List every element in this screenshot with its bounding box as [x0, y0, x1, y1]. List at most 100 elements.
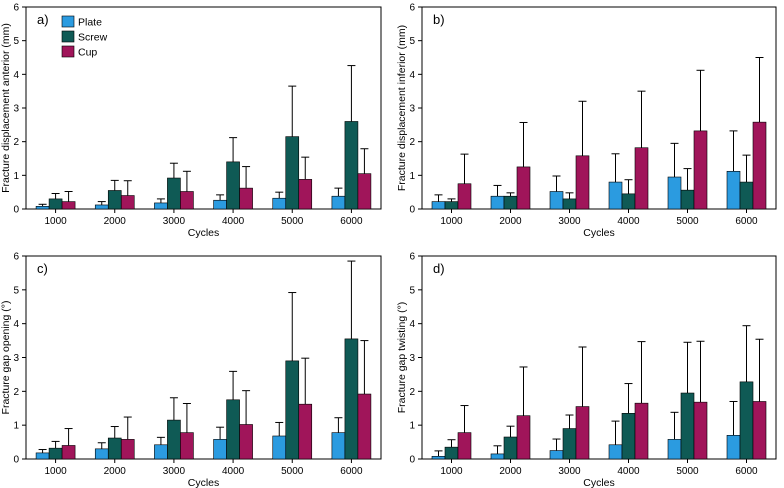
x-tick-label: 6000 [340, 216, 363, 227]
x-tick-label: 1000 [440, 466, 463, 477]
bar-screw-6000 [739, 381, 754, 460]
bar-screw-2000 [107, 190, 122, 210]
bar-plate-5000 [272, 435, 287, 460]
y-axis-label: Fracture gap opening (°) [0, 301, 12, 415]
bar-plate-6000 [331, 195, 346, 210]
bar-screw-5000 [285, 136, 300, 210]
bar-screw-4000 [621, 193, 636, 210]
x-tick-label: 4000 [222, 466, 245, 477]
panel-label: c) [37, 261, 48, 276]
bar-plate-3000 [154, 202, 168, 210]
bar-screw-6000 [344, 121, 359, 210]
bar-cup-4000 [239, 187, 253, 210]
x-tick-label: 5000 [676, 216, 699, 227]
bar-plate-4000 [213, 199, 227, 210]
bar-screw-3000 [562, 198, 577, 210]
plot-frame [25, 255, 382, 460]
bar-plate-1000 [35, 206, 50, 210]
bar-cup-5000 [693, 130, 708, 210]
bar-plate-2000 [94, 204, 109, 210]
legend-label-screw: Screw [78, 32, 108, 44]
panel-label: d) [433, 261, 445, 276]
plot-frame [421, 6, 777, 210]
bar-screw-1000 [444, 446, 459, 460]
y-tick-label: 3 [13, 104, 19, 115]
bar-screw-1000 [48, 447, 63, 460]
bar-cup-3000 [180, 432, 194, 460]
y-tick-label: 3 [409, 104, 415, 115]
x-tick-label: 4000 [617, 466, 640, 477]
y-tick-label: 3 [409, 353, 415, 364]
y-tick-label: 0 [13, 455, 19, 466]
bar-cup-6000 [357, 173, 372, 210]
y-tick-label: 1 [13, 171, 19, 182]
bar-cup-1000 [61, 201, 76, 210]
y-tick-label: 0 [409, 205, 415, 216]
bar-plate-5000 [667, 176, 682, 210]
y-tick-label: 4 [13, 319, 19, 330]
y-tick-label: 6 [409, 252, 415, 263]
x-tick-label: 5000 [281, 466, 304, 477]
panel-label: a) [37, 12, 49, 27]
bar-plate-5000 [667, 439, 682, 460]
bar-cup-3000 [180, 191, 194, 210]
bar-screw-6000 [739, 181, 754, 210]
bar-screw-2000 [107, 437, 122, 460]
bar-plate-2000 [94, 448, 109, 460]
y-tick-label: 6 [13, 3, 19, 14]
bar-cup-2000 [120, 195, 135, 210]
bar-cup-2000 [120, 439, 135, 460]
chart-panel-c: 0 1 2 3 4 5 6 1000 2000 3000 4000 5000 6000 Cycles Fra… [0, 252, 382, 488]
x-tick-label: 3000 [163, 216, 186, 227]
bar-cup-6000 [752, 121, 767, 210]
bar-plate-2000 [490, 195, 505, 210]
bar-screw-2000 [503, 436, 518, 460]
y-tick-label: 6 [409, 3, 415, 14]
bar-plate-4000 [608, 181, 623, 210]
y-tick-label: 5 [13, 285, 19, 296]
bar-cup-4000 [634, 402, 649, 460]
legend-swatch-screw [61, 30, 75, 43]
y-tick-label: 5 [13, 36, 19, 47]
y-tick-label: 2 [409, 137, 415, 148]
bar-plate-1000 [431, 455, 446, 460]
bar-plate-5000 [272, 197, 287, 210]
x-tick-label: 1000 [44, 216, 67, 227]
x-tick-label: 3000 [558, 216, 581, 227]
bar-cup-2000 [516, 166, 531, 210]
bar-screw-2000 [503, 195, 518, 210]
y-tick-label: 0 [409, 455, 415, 466]
legend-swatch-cup [61, 45, 75, 58]
bar-cup-1000 [457, 183, 472, 210]
legend-label-plate: Plate [78, 17, 102, 29]
bar-plate-4000 [213, 439, 227, 460]
y-tick-label: 0 [13, 205, 19, 216]
plot-frame [421, 255, 777, 460]
bar-screw-6000 [344, 338, 359, 460]
bar-cup-1000 [61, 445, 76, 460]
chart-panel-a: 0 1 2 3 4 5 6 1000 2000 3000 4000 5000 6000 Cycles Fra… [0, 3, 382, 239]
y-tick-label: 2 [409, 387, 415, 398]
bar-cup-5000 [298, 179, 313, 210]
bar-cup-5000 [298, 403, 313, 460]
bar-screw-3000 [167, 177, 181, 210]
bar-screw-3000 [167, 419, 181, 460]
x-tick-label: 3000 [558, 466, 581, 477]
panel-label: b) [433, 12, 445, 27]
bar-cup-6000 [357, 393, 372, 460]
bar-screw-4000 [621, 413, 636, 460]
bar-screw-1000 [444, 201, 459, 210]
bar-plate-3000 [154, 444, 168, 460]
x-tick-label: 1000 [44, 466, 67, 477]
y-tick-label: 2 [13, 137, 19, 148]
bar-screw-1000 [48, 198, 63, 210]
x-tick-label: 3000 [163, 466, 186, 477]
y-tick-label: 4 [409, 70, 415, 81]
bar-cup-4000 [634, 147, 649, 210]
bar-cup-4000 [239, 424, 253, 460]
bar-screw-4000 [226, 399, 240, 460]
legend-label-cup: Cup [78, 47, 97, 59]
y-tick-label: 2 [13, 387, 19, 398]
x-tick-label: 2000 [104, 466, 127, 477]
